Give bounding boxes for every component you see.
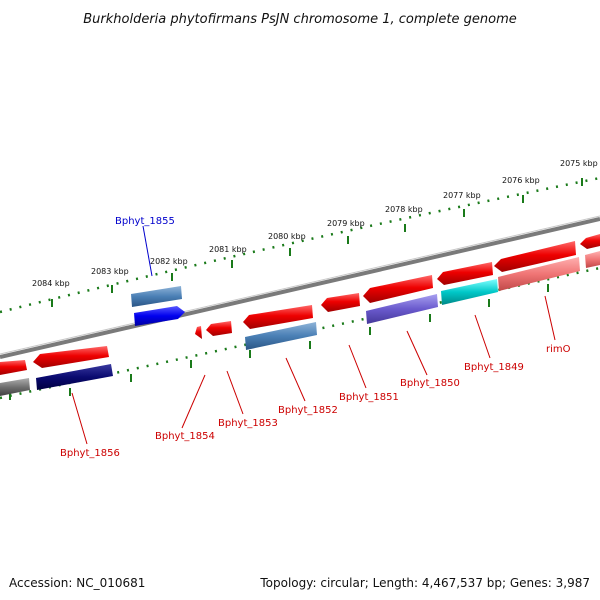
gene-arrow <box>206 321 232 336</box>
gene-bphyt-1855-box <box>131 286 182 307</box>
scale-label: 2076 kbp <box>502 176 540 185</box>
gene-bphyt-1852-box <box>245 322 317 350</box>
label-leaders <box>71 225 556 445</box>
chromosome-backbone <box>0 217 600 359</box>
outer-major-ticks <box>51 178 583 307</box>
outer-scale-ring <box>0 176 600 314</box>
gene-label-bphyt-1853: Bphyt_1853 <box>218 418 278 429</box>
gene-bphyt-1850-box <box>366 294 438 324</box>
gene-label-bphyt-1852: Bphyt_1852 <box>278 405 338 416</box>
chromosome-backbone-highlight <box>0 215 600 355</box>
gene-bphyt-1855-arrow <box>134 306 185 326</box>
gene-arrow <box>363 275 433 303</box>
scale-label: 2081 kbp <box>209 245 247 254</box>
gene-arrow <box>437 262 493 285</box>
gene-arrow <box>33 346 109 368</box>
gene-arrow <box>494 241 576 272</box>
scale-labels: 2084 kbp 2083 kbp 2082 kbp 2081 kbp 2080… <box>32 159 598 288</box>
gene-arrow <box>321 293 360 312</box>
scale-label: 2082 kbp <box>150 257 188 266</box>
gene-gray-box <box>0 378 30 396</box>
scale-label: 2080 kbp <box>268 232 306 241</box>
gene-label-bphyt-1849: Bphyt_1849 <box>464 362 524 373</box>
annotated-genes <box>0 251 600 396</box>
gene-label-rimo: rimO <box>546 344 571 355</box>
chart-title: Burkholderia phytofirmans PsJN chromosom… <box>83 12 517 27</box>
topology-summary: Topology: circular; Length: 4,467,537 bp… <box>260 576 590 590</box>
scale-label: 2078 kbp <box>385 205 423 214</box>
gene-label-bphyt-1851: Bphyt_1851 <box>339 392 399 403</box>
scale-label: 2077 kbp <box>443 191 481 200</box>
gene-label-bphyt-1850: Bphyt_1850 <box>400 378 460 389</box>
gene-arrow <box>580 234 600 249</box>
gene-bphyt-1849-box <box>441 279 498 305</box>
scale-label: 2084 kbp <box>32 279 70 288</box>
forward-strand-genes <box>0 234 600 375</box>
gene-pink-edge-box <box>585 251 600 268</box>
gene-arrow <box>0 360 27 375</box>
gene-rimo-box <box>498 257 580 291</box>
scale-label: 2079 kbp <box>327 219 365 228</box>
accession-label: Accession: NC_010681 <box>9 576 146 590</box>
gene-labels: Bphyt_1855 Bphyt_1856 Bphyt_1854 Bphyt_1… <box>60 216 571 459</box>
gene-bphyt-1856-box <box>36 364 113 390</box>
gene-label-bphyt-1856: Bphyt_1856 <box>60 448 120 459</box>
gene-label-bphyt-1855: Bphyt_1855 <box>115 216 175 227</box>
inner-major-ticks <box>9 284 549 400</box>
gene-arrow <box>243 305 313 329</box>
gene-arrow <box>195 326 202 339</box>
gene-label-bphyt-1854: Bphyt_1854 <box>155 431 215 442</box>
scale-label: 2075 kbp <box>560 159 598 168</box>
scale-label: 2083 kbp <box>91 267 129 276</box>
